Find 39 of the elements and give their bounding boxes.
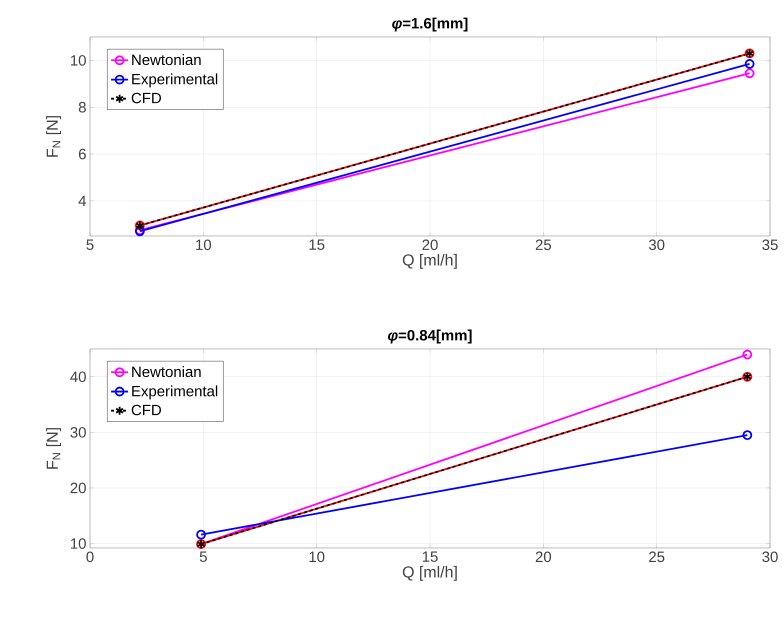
x-axis-title: Q [ml/h] <box>402 254 457 269</box>
legend-label: Experimental <box>132 385 218 400</box>
x-tick-label: 30 <box>648 240 664 250</box>
x-tick-label: 10 <box>196 240 212 250</box>
x-tick-label: 15 <box>422 552 438 562</box>
legend-label: Experimental <box>132 73 218 88</box>
x-tick-label: 20 <box>536 552 552 562</box>
x-tick-label: 15 <box>310 240 324 250</box>
y-tick-label: 6 <box>78 148 86 160</box>
legend-label: CFD <box>132 92 161 104</box>
x-tick-label: 20 <box>422 240 438 250</box>
y-tick-label: 10 <box>71 538 86 549</box>
chart-title: φ=1.6[mm] <box>392 18 468 32</box>
y-tick-label: 20 <box>70 482 86 494</box>
y-axis-title: F$_{N}$ [N] <box>46 428 62 469</box>
y-axis-title: F$_{N}$ [N] <box>46 116 62 157</box>
legend-label: Newtonian <box>132 54 201 66</box>
x-tick-label: 5 <box>200 552 207 562</box>
x-tick-label: 30 <box>762 552 778 562</box>
x-axis-title: Q [ml/h] <box>402 566 457 581</box>
point <box>744 68 755 78</box>
point <box>742 430 752 440</box>
legend-label: Newtonian <box>132 366 201 378</box>
point <box>196 530 206 540</box>
x-tick-label: 10 <box>310 552 324 562</box>
x-tick-label: 35 <box>762 240 778 250</box>
x-tick-label: 0 <box>86 552 94 562</box>
point <box>742 350 752 360</box>
x-tick-label: 5 <box>86 240 94 250</box>
point <box>744 59 755 69</box>
y-tick-label: 30 <box>70 427 86 438</box>
x-tick-label: 25 <box>536 240 552 250</box>
y-tick-label: 10 <box>71 55 86 66</box>
chart-title: φ=0.84[mm] <box>388 330 472 344</box>
y-tick-label: 4 <box>78 196 86 206</box>
y-tick-label: 8 <box>78 102 86 113</box>
legend-label: CFD <box>132 404 161 416</box>
y-tick-label: 40 <box>70 371 86 382</box>
x-tick-label: 25 <box>649 552 664 562</box>
